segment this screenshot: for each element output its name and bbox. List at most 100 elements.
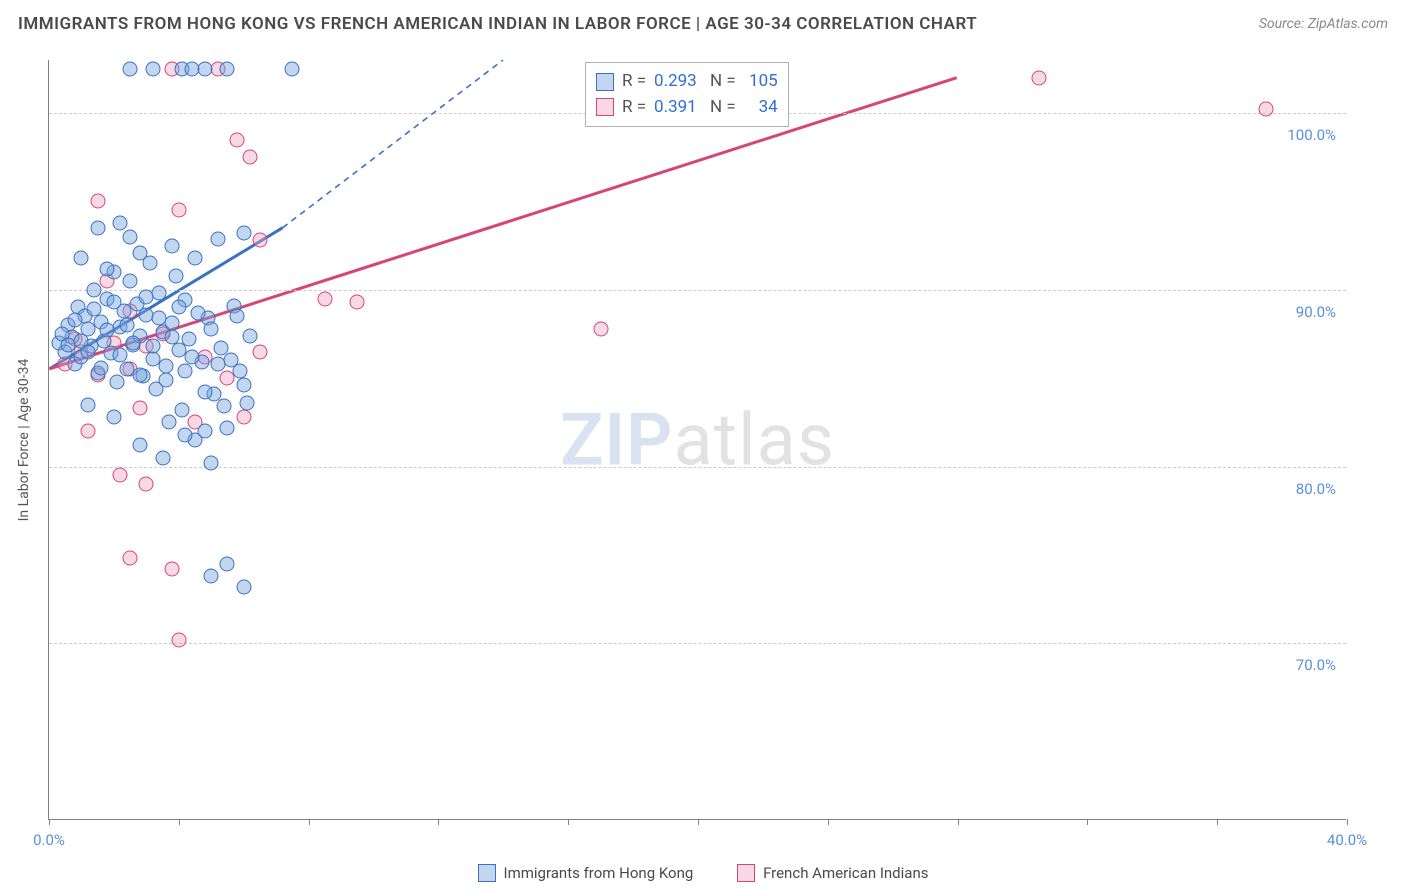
legend-label-blue: Immigrants from Hong Kong [504,864,694,882]
legend-stats-row-pink: R = 0.391N = 34 [596,95,778,121]
scatter-point-blue [171,300,186,315]
gridline [49,467,1346,468]
scatter-point-blue [210,231,225,246]
scatter-point-pink [1258,102,1273,117]
scatter-point-blue [204,569,219,584]
scatter-point-pink [350,295,365,310]
scatter-point-blue [106,295,121,310]
stat-r-value: 0.293 [654,69,702,95]
scatter-point-blue [204,321,219,336]
scatter-point-pink [1031,70,1046,85]
scatter-point-pink [230,132,245,147]
legend-swatch-blue [596,73,614,91]
scatter-point-blue [93,360,108,375]
scatter-point-blue [113,215,128,230]
scatter-point-pink [113,468,128,483]
scatter-point-pink [80,424,95,439]
scatter-point-blue [87,302,102,317]
x-tick [49,819,50,825]
y-axis-label-container: In Labor Force | Age 30-34 [14,60,34,820]
legend-stats-row-blue: R = 0.293 N = 105 [596,69,778,95]
stat-r-label: R = [622,69,646,95]
scatter-point-blue [152,311,167,326]
scatter-point-blue [126,335,141,350]
scatter-point-blue [191,305,206,320]
x-tick [1347,819,1348,825]
legend-swatch-pink [737,864,755,882]
scatter-point-blue [139,289,154,304]
scatter-point-blue [158,372,173,387]
stat-r-value: 0.391 [654,95,702,121]
y-tick-label: 70.0% [1296,656,1336,674]
scatter-point-blue [152,286,167,301]
legend-swatch-pink [596,98,614,116]
legend-stats-box: R = 0.293N = 105R = 0.391N = 34 [585,62,789,127]
scatter-point-blue [158,358,173,373]
scatter-point-pink [165,562,180,577]
x-tick [568,819,569,825]
x-tick [828,819,829,825]
scatter-point-pink [132,401,147,416]
y-tick-label: 80.0% [1296,480,1336,498]
scatter-point-blue [100,261,115,276]
scatter-point-pink [243,150,258,165]
scatter-point-blue [67,312,82,327]
scatter-point-blue [123,273,138,288]
scatter-point-blue [204,455,219,470]
scatter-point-pink [236,410,251,425]
scatter-point-blue [132,245,147,260]
stat-r-label: R = [622,95,646,121]
scatter-point-blue [165,316,180,331]
scatter-point-blue [181,332,196,347]
chart-title: IMMIGRANTS FROM HONG KONG VS FRENCH AMER… [18,14,977,34]
trend-lines [49,60,1346,819]
watermark-light: atlas [673,397,835,482]
scatter-point-blue [123,229,138,244]
scatter-point-blue [80,344,95,359]
x-tick [1087,819,1088,825]
legend-swatch-blue [478,864,496,882]
scatter-point-pink [171,632,186,647]
stat-n-label: N = [710,69,736,95]
stat-n-label: N = [710,95,736,121]
x-tick [1217,819,1218,825]
scatter-point-blue [145,61,160,76]
scatter-point-blue [155,450,170,465]
y-axis-label: In Labor Force | Age 30-34 [16,359,32,522]
scatter-point-blue [100,323,115,338]
legend-item-pink: French American Indians [737,864,928,882]
stat-n-value: 105 [744,69,778,95]
scatter-point-blue [132,367,147,382]
scatter-point-pink [139,477,154,492]
x-tick [958,819,959,825]
source-credit: Source: ZipAtlas.com [1259,16,1388,32]
x-tick [309,819,310,825]
watermark-bold: ZIP [560,397,673,482]
scatter-point-blue [184,349,199,364]
scatter-point-pink [90,194,105,209]
x-tick [438,819,439,825]
scatter-point-blue [197,385,212,400]
x-tick-label: 40.0% [1327,831,1367,849]
y-tick-label: 100.0% [1287,126,1336,144]
scatter-point-blue [236,378,251,393]
scatter-point-blue [123,61,138,76]
gridline [49,290,1346,291]
scatter-point-blue [217,399,232,414]
scatter-point-pink [252,233,267,248]
x-tick-label: 0.0% [33,831,65,849]
y-tick-label: 90.0% [1296,303,1336,321]
scatter-point-blue [239,395,254,410]
legend-item-blue: Immigrants from Hong Kong [478,864,694,882]
scatter-point-blue [175,402,190,417]
scatter-point-blue [145,339,160,354]
scatter-point-blue [162,415,177,430]
scatter-point-blue [90,220,105,235]
scatter-point-blue [110,374,125,389]
scatter-point-blue [178,364,193,379]
scatter-point-blue [80,397,95,412]
watermark: ZIPatlas [560,397,835,482]
scatter-point-pink [123,551,138,566]
gridline [49,643,1346,644]
scatter-point-pink [171,203,186,218]
